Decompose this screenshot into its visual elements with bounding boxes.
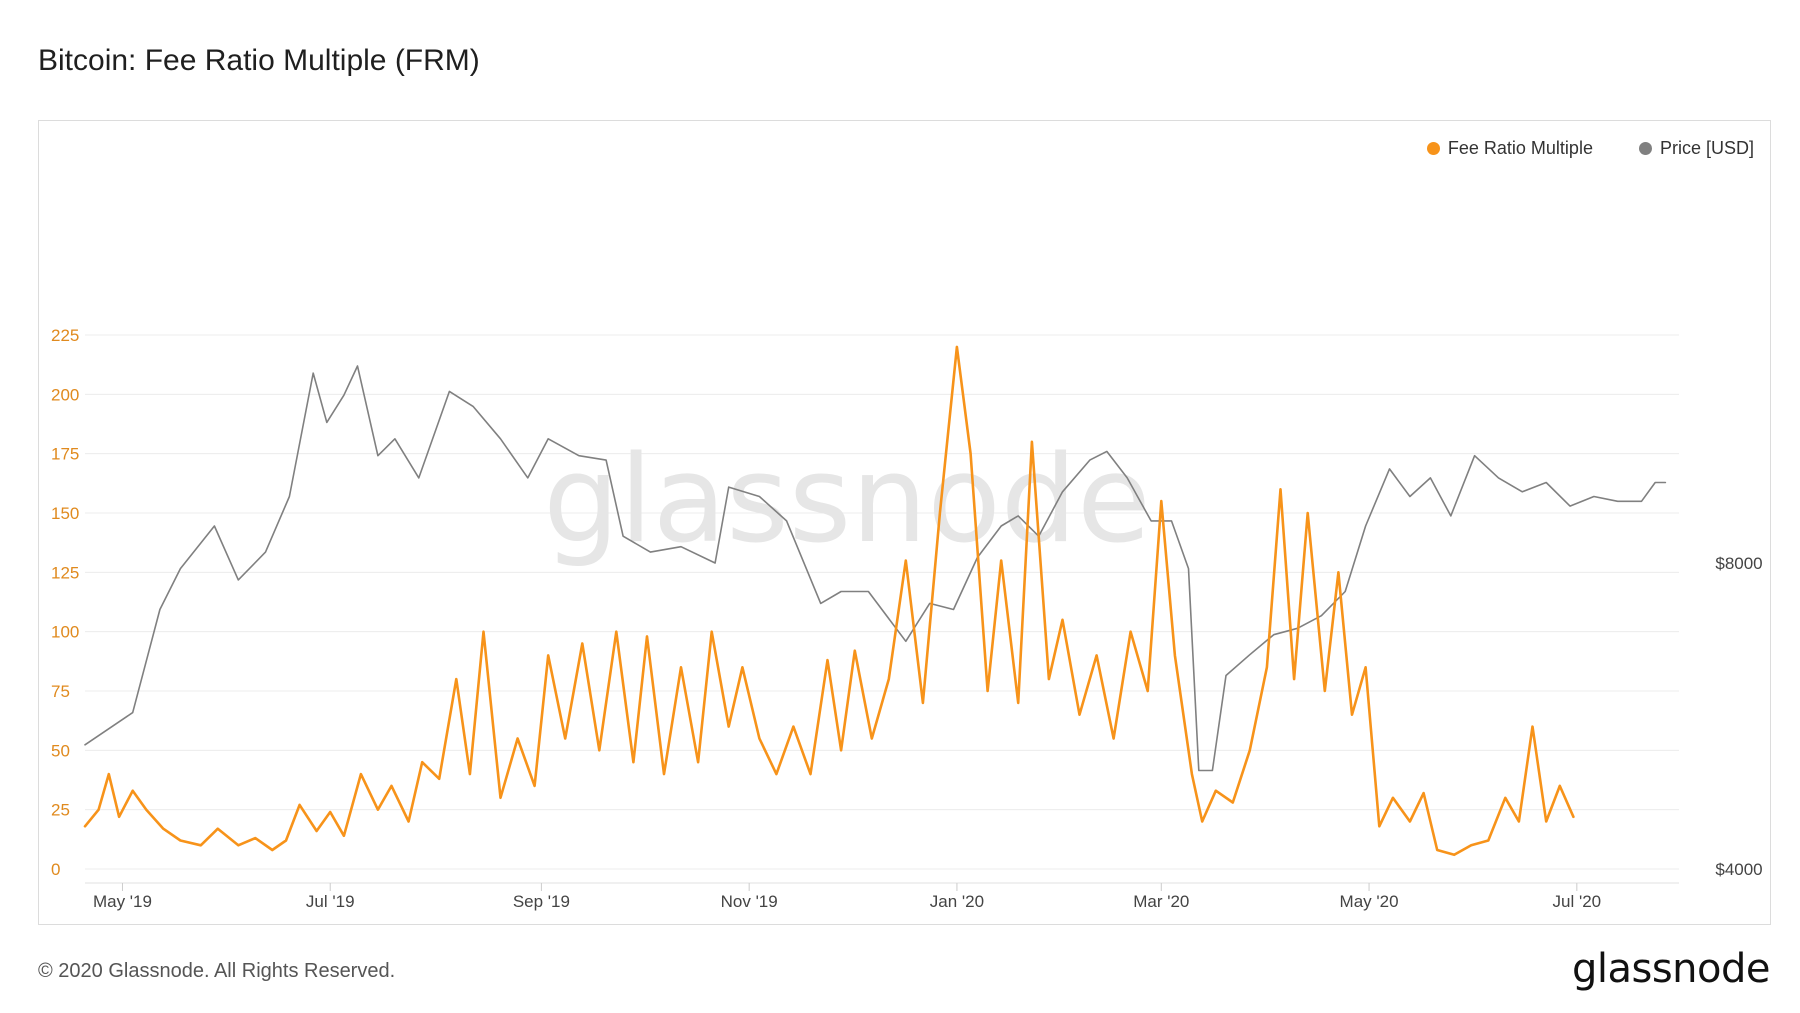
chart-legend: Fee Ratio Multiple Price [USD] <box>1426 138 1754 159</box>
legend-item-price[interactable]: Price [USD] <box>1638 138 1754 159</box>
legend-dot-frm <box>1426 142 1440 155</box>
right-axis-tick-label: $4000 <box>1715 860 1762 879</box>
chart-frame: glassnode 0 25 50 75 100 125 150 175 200 225 $400… <box>38 120 1771 925</box>
left-axis-tick-label: 225 <box>51 326 79 345</box>
right-axis: $4000 $8000 <box>1715 554 1762 879</box>
chart-watermark: glassnode <box>543 431 1151 570</box>
page-title: Bitcoin: Fee Ratio Multiple (FRM) <box>38 44 480 77</box>
price-series <box>84 365 1667 772</box>
frm-series <box>83 345 1575 857</box>
x-axis-tick-label: Jul '20 <box>1553 892 1602 911</box>
x-axis-tick-label: Nov '19 <box>721 892 778 911</box>
legend-label-frm: Fee Ratio Multiple <box>1447 138 1593 158</box>
frm-series-line <box>83 345 1575 857</box>
x-axis-tick-label: Jan '20 <box>930 892 984 911</box>
x-axis-tick-label: May '19 <box>93 892 152 911</box>
legend-item-frm[interactable]: Fee Ratio Multiple <box>1426 138 1593 159</box>
footer-logo: glassnode <box>1571 946 1771 992</box>
left-axis-tick-label: 50 <box>51 741 70 760</box>
left-axis-tick-label: 200 <box>51 385 79 404</box>
x-axis-tick-label: May '20 <box>1340 892 1399 911</box>
left-axis-tick-label: 100 <box>51 623 79 642</box>
left-axis-tick-label: 25 <box>51 801 70 820</box>
legend-dot-price <box>1638 142 1652 155</box>
chart-area: glassnode 0 25 50 75 100 125 150 175 200 225 $400… <box>51 326 1763 911</box>
footer-copyright: © 2020 Glassnode. All Rights Reserved. <box>38 960 396 982</box>
left-axis-tick-label: 175 <box>51 445 79 464</box>
x-axis-tick-label: Jul '19 <box>306 892 355 911</box>
left-axis-tick-label: 125 <box>51 563 79 582</box>
left-axis-tick-label: 0 <box>51 860 60 879</box>
legend-label-price: Price [USD] <box>1659 138 1754 158</box>
left-axis: 0 25 50 75 100 125 150 175 200 225 <box>51 326 79 879</box>
left-axis-tick-label: 150 <box>51 504 79 523</box>
left-axis-tick-label: 75 <box>51 682 70 701</box>
x-axis-tick-label: Mar '20 <box>1133 892 1189 911</box>
x-axis: May '19 Jul '19 Sep '19 Nov '19 Jan '20 Mar '… <box>93 883 1601 911</box>
x-axis-tick-label: Sep '19 <box>513 892 570 911</box>
right-axis-tick-label: $8000 <box>1715 554 1762 573</box>
